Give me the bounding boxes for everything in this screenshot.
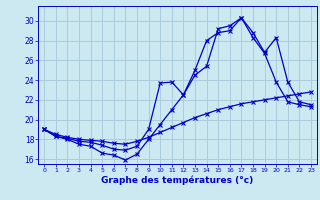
X-axis label: Graphe des températures (°c): Graphe des températures (°c): [101, 176, 254, 185]
